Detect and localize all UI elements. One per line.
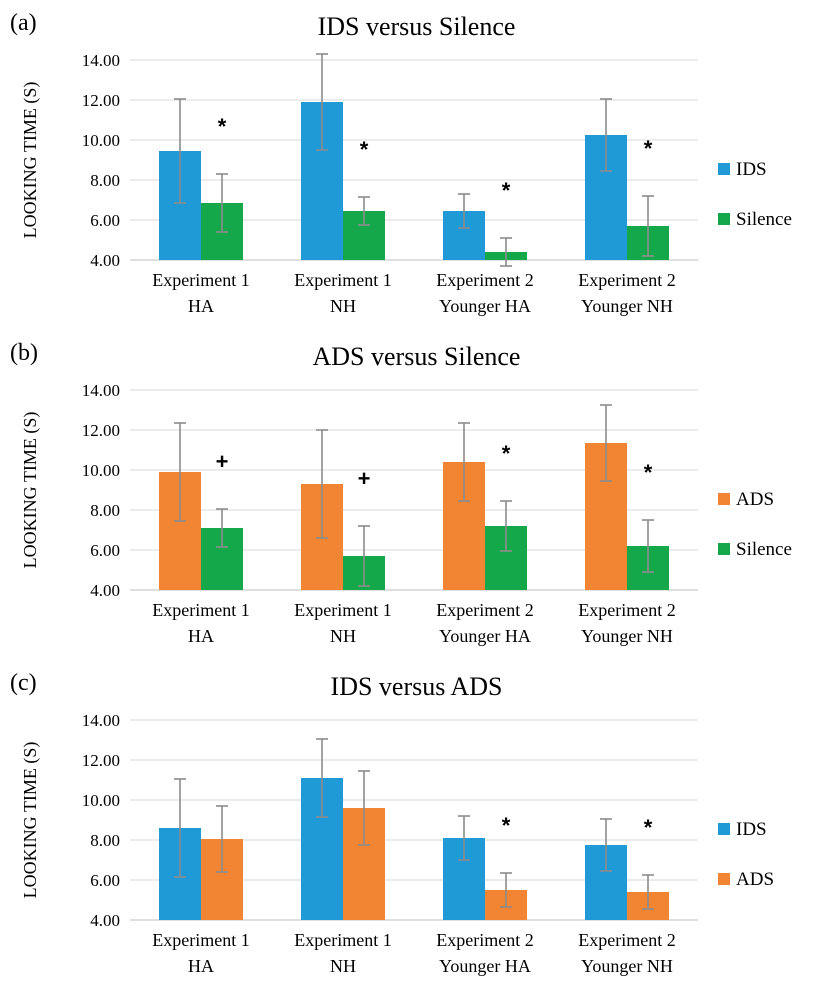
y-tick-label: 6.00 <box>90 211 120 230</box>
y-axis-label: LOOKING TIME (S) <box>20 412 41 569</box>
legend-label: Silence <box>736 539 792 560</box>
x-tick-label: Experiment 1 <box>294 600 391 620</box>
x-tick-label: Experiment 1 <box>152 270 249 290</box>
y-tick-label: 12.00 <box>82 91 120 110</box>
significance-marker: * <box>218 114 227 139</box>
significance-marker: * <box>644 460 653 485</box>
legend-swatch <box>718 823 730 835</box>
chart-panel-b: (b) ADS versus Silence 4.00 6.00 8.00 10.00… <box>0 330 833 655</box>
legend-label: ADS <box>736 869 774 890</box>
y-tick-label: 8.00 <box>90 831 120 850</box>
x-tick-label: Experiment 2 <box>578 930 675 950</box>
y-tick-label: 8.00 <box>90 171 120 190</box>
legend-label: IDS <box>736 159 767 180</box>
chart-title: ADS versus Silence <box>312 342 521 371</box>
chart-title: IDS versus Silence <box>317 12 516 41</box>
x-tick-label: Experiment 1 <box>294 930 391 950</box>
x-tick-label: Younger HA <box>439 296 531 316</box>
legend-swatch <box>718 873 730 885</box>
panel-label: (b) <box>10 340 38 366</box>
chart-panel-a: (a) IDS versus Silence 4.00 6.00 8.00 10.00… <box>0 0 833 320</box>
x-tick-label: Experiment 2 <box>436 600 533 620</box>
legend-swatch <box>718 213 730 225</box>
bar-chart-c: 4.00 6.00 8.00 10.00 12.00 14.00 LOOKING TIME … <box>20 711 774 976</box>
x-tick-label: Experiment 1 <box>152 930 249 950</box>
x-tick-label: Experiment 2 <box>578 600 675 620</box>
y-tick-label: 12.00 <box>82 751 120 770</box>
legend-swatch <box>718 493 730 505</box>
x-tick-label: Experiment 2 <box>436 930 533 950</box>
y-tick-label: 14.00 <box>82 51 120 70</box>
legend-swatch <box>718 163 730 175</box>
x-tick-label: NH <box>330 956 356 976</box>
significance-marker: * <box>502 178 511 203</box>
x-tick-label: Experiment 1 <box>294 270 391 290</box>
significance-marker: * <box>644 815 653 840</box>
significance-marker: * <box>644 136 653 161</box>
x-tick-label: HA <box>188 626 214 646</box>
significance-marker: + <box>216 449 229 474</box>
y-tick-label: 14.00 <box>82 711 120 730</box>
significance-marker: + <box>358 466 371 491</box>
y-tick-label: 10.00 <box>82 791 120 810</box>
x-tick-label: NH <box>330 626 356 646</box>
chart-title: IDS versus ADS <box>330 672 503 701</box>
y-tick-label: 4.00 <box>90 251 120 270</box>
significance-marker: * <box>360 137 369 162</box>
chart-panel-c: (c) IDS versus ADS 4.00 6.00 8.00 10.00 12.0… <box>0 660 833 985</box>
significance-marker: * <box>502 441 511 466</box>
panel-label: (a) <box>10 10 37 36</box>
panel-label: (c) <box>10 670 37 696</box>
significance-marker: * <box>502 813 511 838</box>
x-tick-label: HA <box>188 956 214 976</box>
bar-chart-b: 4.00 6.00 8.00 10.00 12.00 14.00 LOOKING TIME … <box>20 381 792 646</box>
y-tick-label: 6.00 <box>90 871 120 890</box>
x-tick-label: Younger NH <box>581 296 673 316</box>
legend-label: ADS <box>736 489 774 510</box>
y-tick-label: 12.00 <box>82 421 120 440</box>
y-tick-label: 8.00 <box>90 501 120 520</box>
x-tick-label: Younger NH <box>581 626 673 646</box>
x-tick-label: Experiment 2 <box>578 270 675 290</box>
bar-chart-a: 4.00 6.00 8.00 10.00 12.00 14.00 LOOKING TIME … <box>20 51 792 316</box>
x-tick-label: NH <box>330 296 356 316</box>
x-tick-label: Younger NH <box>581 956 673 976</box>
x-tick-label: Experiment 1 <box>152 600 249 620</box>
legend-label: IDS <box>736 819 767 840</box>
x-tick-label: Younger HA <box>439 626 531 646</box>
y-tick-label: 10.00 <box>82 461 120 480</box>
y-axis-label: LOOKING TIME (S) <box>20 82 41 239</box>
x-tick-label: HA <box>188 296 214 316</box>
y-tick-label: 4.00 <box>90 911 120 930</box>
x-tick-label: Experiment 2 <box>436 270 533 290</box>
y-tick-label: 4.00 <box>90 581 120 600</box>
y-tick-label: 14.00 <box>82 381 120 400</box>
y-axis-label: LOOKING TIME (S) <box>20 742 41 899</box>
x-tick-label: Younger HA <box>439 956 531 976</box>
legend-swatch <box>718 543 730 555</box>
y-tick-label: 10.00 <box>82 131 120 150</box>
y-tick-label: 6.00 <box>90 541 120 560</box>
legend-label: Silence <box>736 209 792 230</box>
